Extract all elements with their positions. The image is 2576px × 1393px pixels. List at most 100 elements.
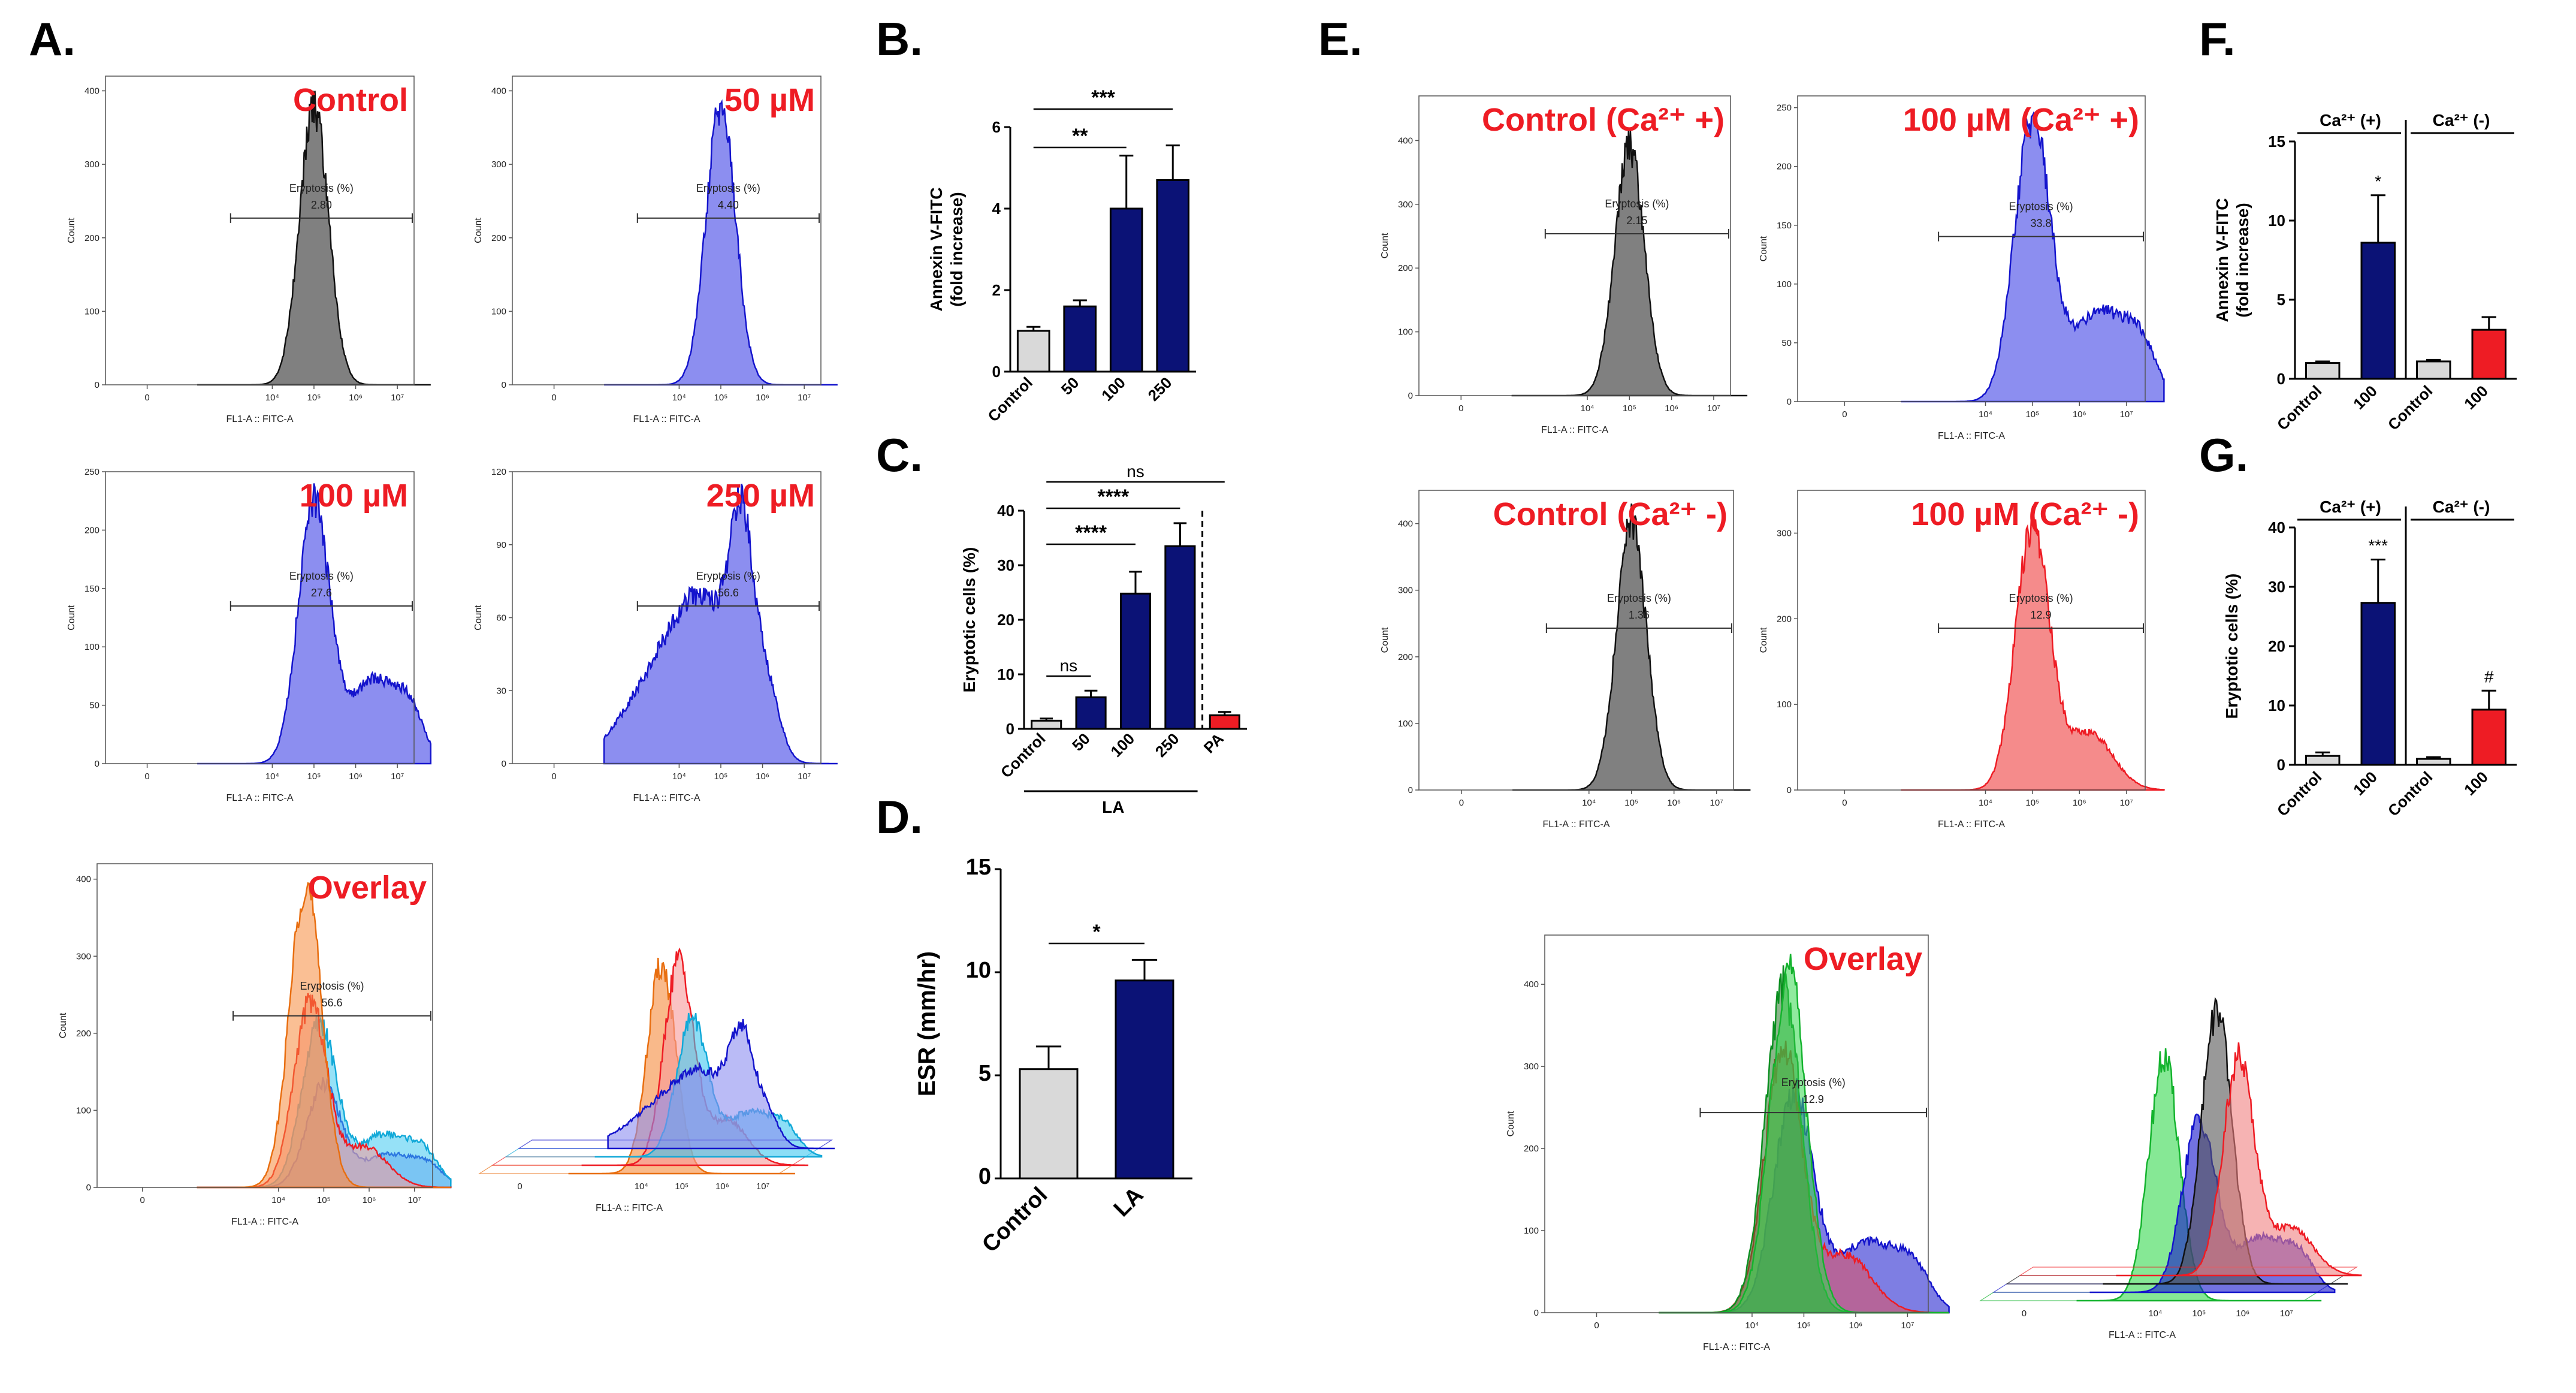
histogram-a3-xtick-label: 10⁵ — [307, 771, 321, 782]
bar-chart-f-bar — [2416, 360, 2451, 380]
bar-chart-d-ytick-label: 15 — [966, 855, 991, 880]
histogram-e1-frame — [1418, 95, 1731, 396]
histogram-a5-xtick-label: 10⁷ — [408, 1195, 421, 1205]
histogram-e2-ylabel: Count — [1759, 236, 1769, 261]
histogram-e1-xlabel: FL1-A :: FITC-A — [1541, 425, 1608, 435]
bar-chart-c-bar — [1209, 714, 1240, 730]
bar-chart-c-bar — [1031, 719, 1062, 730]
histogram-e1-title: Control (Ca²⁺ +) — [1482, 102, 1725, 138]
bar-chart-g-xtick-label: 100 — [2460, 768, 2492, 799]
histogram-e4-xtick-label: 10⁶ — [2073, 798, 2086, 808]
histogram-a4-xtick-label: 10⁴ — [672, 771, 686, 782]
histogram-e4-gate-value: 12.9 — [2031, 609, 2052, 621]
bar-chart-b-bar — [1016, 330, 1050, 373]
histogram-e3-gate-label: Eryptosis (%) — [1607, 592, 1671, 604]
bar-chart-b-ytick-label: 6 — [992, 118, 1001, 136]
histogram-a6-xtick-label: 10⁵ — [675, 1181, 688, 1192]
bar-chart-f-ytick-label: 0 — [2277, 370, 2285, 388]
histogram-a6-xlabel: FL1-A :: FITC-A — [596, 1203, 663, 1213]
histogram-a5-xtick-label: 10⁶ — [363, 1195, 376, 1205]
histogram-e3-ylabel: Count — [1380, 627, 1390, 653]
histogram-a3-ytick-label: 50 — [89, 701, 99, 711]
histogram-a3-gate-label: Eryptosis (%) — [289, 570, 354, 582]
histogram-a2-gate-label: Eryptosis (%) — [696, 182, 760, 194]
histogram-e1-xtick-label: 0 — [1458, 403, 1463, 414]
histogram-e3-ytick-label: 100 — [1398, 719, 1413, 729]
bar-chart-f-group-label: Ca²⁺ (-) — [2433, 111, 2490, 129]
histogram-e5-title: Overlay — [1804, 941, 1922, 977]
bar-chart-g-group-label: Ca²⁺ (+) — [2320, 498, 2381, 516]
bar-chart-d: Control LA 0 5 10 15 ESR (mm/hr) * — [914, 855, 1192, 1258]
bar-chart-d-ylabel: ESR (mm/hr) — [914, 951, 940, 1096]
panel-label-b: B. — [876, 13, 923, 65]
histogram-e5-gate-label: Eryptosis (%) — [1781, 1077, 1846, 1089]
histogram-a4-gate-value: 56.6 — [718, 587, 739, 599]
histogram-a6-xtick-label: 10⁷ — [756, 1181, 769, 1192]
bar-chart-b-xtick-label: 100 — [1098, 373, 1129, 405]
histogram-a5-xlabel: FL1-A :: FITC-A — [231, 1217, 298, 1227]
histogram-a2-ytick-label: 200 — [491, 233, 506, 243]
bar-chart-d-xtick-label: Control — [977, 1183, 1052, 1258]
histogram-a3-distribution — [197, 483, 432, 765]
histogram-a2-ytick-label: 100 — [491, 306, 506, 316]
histogram-a1-ytick-label: 0 — [95, 380, 99, 390]
histogram-e3-title: Control (Ca²⁺ -) — [1493, 496, 1728, 532]
bar-chart-f-bar — [2360, 242, 2396, 380]
histogram-a4-ytick-label: 90 — [496, 540, 506, 550]
histogram-e2-gate-value: 33.8 — [2031, 218, 2052, 230]
bar-chart-b-xtick-label: 50 — [1058, 373, 1083, 399]
histogram-a2-xtick-label: 10⁶ — [756, 393, 769, 403]
bar-chart-d-bar — [1019, 1068, 1079, 1180]
histogram-a1-ylabel: Count — [67, 218, 77, 243]
histogram-e2-xtick-label: 10⁶ — [2073, 409, 2086, 420]
bar-chart-c-ytick-label: 20 — [997, 611, 1014, 629]
bar-chart-c-sig-label: ns — [1060, 656, 1078, 675]
histogram-e2-xtick-label: 10⁷ — [2120, 409, 2133, 420]
histogram-e4-title: 100 µM (Ca²⁺ -) — [1911, 496, 2139, 532]
histogram-e3-xtick-label: 0 — [1459, 798, 1464, 808]
histogram-a3-ylabel: Count — [67, 605, 77, 631]
histogram-e6-xtick-label: 10⁶ — [2236, 1308, 2249, 1319]
bar-chart-b-ytick-label: 2 — [992, 281, 1001, 299]
bar-chart-b-bar — [1063, 305, 1097, 373]
histogram-a5-gate-value: 56.6 — [321, 997, 342, 1009]
bar-chart-f-xtick-label: Control — [2384, 382, 2436, 434]
histogram-a1-xtick-label: 10⁵ — [307, 393, 321, 403]
bar-chart-f-ylabel-unit: (fold increase) — [2233, 203, 2252, 317]
bar-chart-c-ytick-label: 40 — [997, 502, 1014, 520]
histogram-e5-xtick-label: 0 — [1594, 1320, 1599, 1331]
histogram-a3-ytick-label: 250 — [84, 467, 99, 477]
histogram-e2-ytick-label: 0 — [1787, 397, 1792, 407]
histogram-e4-ytick-label: 0 — [1787, 785, 1792, 795]
histogram-e5-ytick-label: 400 — [1524, 979, 1539, 990]
histogram-e5-ytick-label: 100 — [1524, 1226, 1539, 1236]
panel-label-f: F. — [2199, 13, 2236, 65]
bar-chart-c-sig-label: **** — [1097, 486, 1130, 508]
histogram-a2-ylabel: Count — [473, 218, 484, 243]
histogram-a3-ytick-label: 150 — [84, 584, 99, 594]
histogram-a4-xlabel: FL1-A :: FITC-A — [633, 793, 700, 803]
histogram-e2-xtick-label: 10⁵ — [2025, 409, 2039, 420]
bar-chart-b-xtick-label: 250 — [1144, 373, 1176, 405]
histogram-a2-xtick-label: 10⁷ — [798, 393, 811, 403]
histogram-a2-xlabel: FL1-A :: FITC-A — [633, 414, 700, 424]
histogram-e2-ytick-label: 200 — [1777, 162, 1792, 172]
bar-chart-g-ytick-label: 30 — [2268, 578, 2285, 596]
histogram-e3-ytick-label: 300 — [1398, 586, 1413, 596]
bar-chart-f-xtick-label: Control — [2273, 382, 2326, 434]
bar-chart-g-annotation: # — [2484, 667, 2494, 686]
histogram-e4-ylabel: Count — [1759, 627, 1769, 653]
histogram-e1-ytick-label: 0 — [1408, 391, 1413, 401]
histogram-a4-title: 250 µM — [706, 478, 815, 514]
histogram-a3-ytick-label: 100 — [84, 642, 99, 652]
histogram-e1-ytick-label: 400 — [1398, 135, 1413, 146]
bar-chart-b-sig-label: *** — [1091, 86, 1115, 109]
